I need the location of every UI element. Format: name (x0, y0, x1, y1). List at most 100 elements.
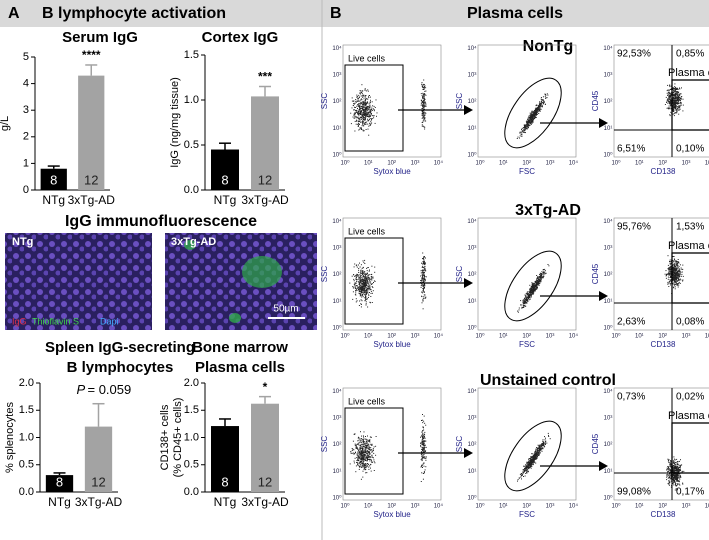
event-dot (669, 86, 671, 88)
event-dot (357, 286, 359, 288)
event-dot (370, 111, 372, 113)
event-dot (369, 465, 371, 467)
event-dot (529, 118, 531, 120)
event-dot (355, 301, 357, 303)
event-dot (681, 464, 683, 466)
event-dot (363, 121, 365, 123)
event-dot (357, 280, 359, 282)
event-dot (363, 280, 365, 282)
event-dot (361, 102, 363, 104)
event-dot (534, 285, 536, 287)
event-dot (370, 463, 372, 465)
event-dot (423, 442, 425, 444)
x-axis-label: CD138 (651, 340, 676, 349)
event-dot (364, 443, 366, 445)
x-axis-label: FSC (519, 167, 535, 176)
event-dot (362, 93, 363, 95)
event-dot (358, 452, 360, 454)
event-dot (360, 286, 362, 288)
event-dot (373, 470, 375, 471)
event-dot (531, 282, 533, 284)
event-dot (359, 293, 361, 295)
event-dot (370, 108, 372, 110)
event-dot (521, 133, 523, 135)
event-dot (672, 105, 674, 107)
event-dot (361, 84, 363, 86)
event-dot (674, 107, 676, 109)
event-dot (367, 280, 369, 282)
n-label: 12 (84, 172, 98, 187)
event-dot (366, 109, 368, 111)
event-dot (367, 105, 369, 107)
event-dot (536, 447, 538, 448)
event-dot (361, 107, 363, 109)
event-dot (524, 132, 526, 134)
event-dot (680, 102, 682, 104)
event-dot (529, 114, 531, 116)
event-dot (360, 127, 362, 129)
event-dot (358, 111, 359, 113)
event-dot (670, 279, 672, 281)
event-dot (529, 291, 530, 293)
event-dot (359, 453, 361, 455)
event-dot (367, 123, 369, 125)
event-dot (676, 461, 678, 463)
event-dot (673, 110, 674, 112)
event-dot (364, 452, 366, 454)
event-dot (358, 305, 360, 306)
event-dot (423, 280, 425, 282)
event-dot (368, 294, 370, 296)
event-dot (682, 275, 684, 277)
event-dot (367, 281, 369, 283)
event-dot (541, 103, 543, 105)
event-dot (424, 440, 426, 442)
event-dot (423, 440, 425, 442)
event-dot (365, 292, 367, 293)
event-dot (354, 283, 356, 285)
event-dot (420, 280, 422, 282)
event-dot (359, 284, 361, 286)
event-dot (677, 273, 679, 274)
event-dot (680, 267, 682, 269)
event-dot (672, 268, 674, 270)
event-dot (517, 480, 518, 482)
event-dot (422, 435, 424, 437)
event-dot (673, 461, 675, 462)
event-dot (423, 450, 425, 452)
event-dot (358, 271, 360, 273)
event-dot (670, 463, 672, 465)
event-dot (532, 457, 534, 458)
event-dot (421, 101, 423, 103)
event-dot (670, 102, 672, 104)
event-dot (365, 96, 367, 98)
event-dot (677, 92, 679, 94)
event-dot (363, 273, 365, 275)
event-dot (674, 276, 676, 278)
event-dot (425, 466, 427, 468)
event-dot (674, 279, 676, 280)
event-dot (424, 262, 426, 264)
event-dot (544, 271, 546, 273)
x-tick-label: 10⁰ (340, 160, 350, 167)
event-dot (548, 436, 550, 437)
event-dot (366, 456, 368, 458)
event-dot (545, 94, 547, 96)
y-tick-label: 10² (333, 272, 342, 278)
event-dot (372, 451, 373, 453)
event-dot (678, 105, 680, 107)
event-dot (360, 291, 362, 293)
event-dot (529, 122, 530, 124)
event-dot (363, 456, 365, 458)
event-dot (423, 116, 425, 118)
event-dot (361, 291, 363, 293)
event-dot (676, 479, 678, 480)
event-dot (525, 299, 527, 301)
event-dot (532, 120, 534, 122)
event-dot (422, 104, 424, 106)
event-dot (531, 466, 533, 467)
event-dot (682, 104, 684, 106)
event-dot (532, 292, 534, 293)
event-dot (545, 440, 547, 442)
event-dot (373, 446, 375, 448)
event-dot (422, 414, 423, 415)
